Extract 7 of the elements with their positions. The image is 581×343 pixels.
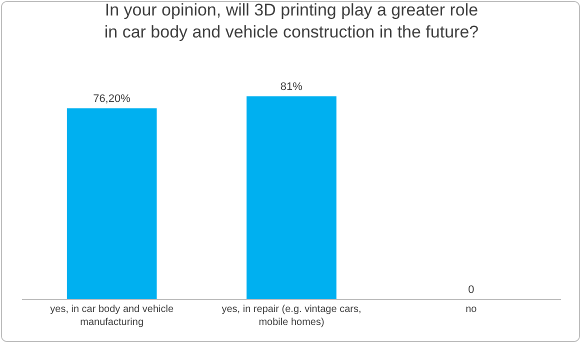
x-tick-label: yes, in repair (e.g. vintage cars, mobile homes): [222, 304, 362, 328]
data-label: 81%: [280, 81, 303, 94]
data-label: 76,20%: [93, 93, 131, 106]
chart-title: In your opinion, will 3D printing play a greater role in car body and vehicle construction in the future?: [104, 0, 479, 42]
x-tick-label: no: [466, 304, 478, 315]
x-tick-label: yes, in car body and vehicle manufacturing: [50, 304, 174, 328]
data-label: 0: [468, 284, 474, 296]
